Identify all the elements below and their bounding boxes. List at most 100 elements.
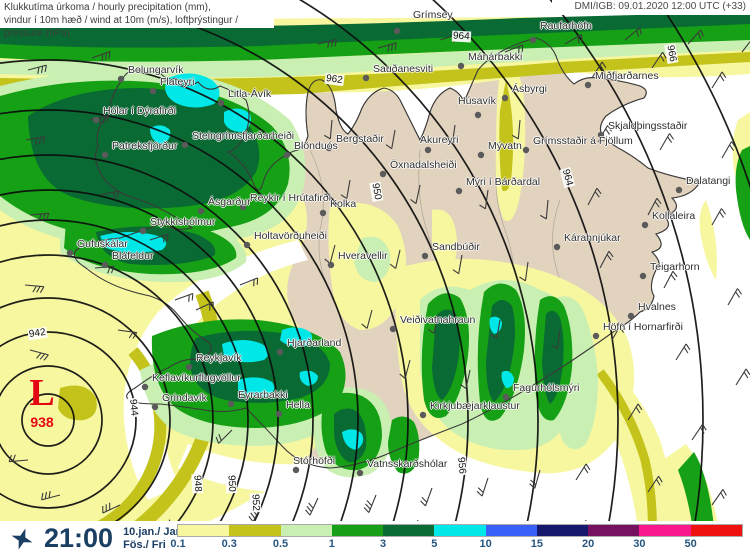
wind-barb [711,208,726,226]
station-dot [356,469,364,477]
wind-barb [29,212,50,221]
station-dot [421,252,429,260]
station-dot [319,209,327,217]
wind-barb [551,329,561,350]
legend-swatches: 0.1 0.3 0.5 1 3 5 10 15 20 30 50 [170,524,743,550]
wind-barb [24,284,45,293]
wind-barb [446,124,456,145]
wind-barb [735,368,750,386]
station-dot [92,116,100,124]
wind-barb [504,44,524,54]
wind-barb [27,64,47,74]
wind-barb [8,454,29,463]
wind-barb [340,179,351,200]
station-dot [675,186,683,194]
legend-threshold-label: 0.1 [170,538,186,550]
station-dot [529,36,537,44]
wind-barb [627,403,643,421]
wind-barb [25,136,46,145]
wind-barbs [8,27,750,539]
wind-barb [519,261,529,282]
station-dot [502,393,510,401]
wind-barb [540,199,549,220]
wind-barb [711,71,727,89]
wind-barb [89,114,109,124]
wind-barb [611,323,626,341]
station-dots [66,27,683,477]
date-line-2: Fös./ Fri [123,538,166,551]
station-dot [641,221,649,229]
map-title: Klukkutíma úrkoma / hourly precipitation… [0,0,274,39]
station-dot [327,261,335,269]
precipitation-layer [0,12,750,552]
legend-swatch: 0.1 [170,525,230,550]
valid-time: 21:00 [44,523,114,552]
wind-barb [564,34,583,45]
wind-barb [647,475,663,493]
station-dot [389,325,397,333]
station-dot [584,81,592,89]
legend-threshold-label: 10 [479,538,492,550]
station-dot [151,403,159,411]
wind-barb [41,491,61,501]
date-line-1: 10.jan./ Jan [123,525,183,538]
title-line-2: vindur í 10m hæð / wind at 10m (m/s), lo… [4,15,238,39]
wind-barb [647,197,662,216]
legend-swatch: 20 [582,525,640,550]
legend-threshold-label: 1 [328,538,335,550]
legend-threshold-label: 20 [582,538,595,550]
legend-swatch: 0.3 [222,525,281,550]
station-dot [275,410,283,418]
wind-barb [420,487,433,507]
low-pressure-marker: L 938 [22,372,62,430]
station-dot [217,99,225,107]
station-dot [227,400,235,408]
station-dot [283,151,291,159]
wind-barb [149,233,169,243]
station-dot [101,261,109,269]
station-dot [597,131,605,139]
legend-threshold-label: 3 [380,538,387,550]
wind-barb [361,309,373,329]
wind-barb [215,429,233,444]
wind-barb [317,38,337,49]
wind-barb [428,314,439,335]
station-dot [276,348,284,356]
wind-barb [385,129,396,150]
wind-barb [599,250,614,269]
wind-barb [117,329,138,339]
station-dot [185,363,193,371]
legend-swatch: 15 [531,525,589,550]
station-dot [455,187,463,195]
title-line-1: Klukkutíma úrkoma / hourly precipitation… [4,2,211,13]
station-dot [239,203,247,211]
station-dot [393,27,401,35]
wind-barb [663,270,678,289]
precipitation-legend: 0.1 0.3 0.5 1 3 5 10 15 20 30 50 [170,524,743,550]
station-dot [522,146,530,154]
low-pressure-value: 938 [30,414,54,430]
station-dot [197,207,205,215]
low-symbol: L [29,372,55,414]
wind-barb [575,463,591,481]
wind-barb [529,469,541,489]
footer-bar: 21:00 10.jan./ Jan Fös./ Fri 0.1 0.3 0.5 1 3… [0,521,750,552]
station-dot [243,241,251,249]
wind-barb [399,359,411,379]
station-dot [592,332,600,340]
station-dot [139,227,147,235]
wind-barb [741,40,750,53]
station-dot [101,151,109,159]
legend-swatch: 5 [431,525,486,550]
wind-barb [248,504,263,523]
wind-barb [479,189,489,210]
station-dot [362,74,370,82]
station-dot [141,383,149,391]
station-dot [639,272,647,280]
wind-barb [239,277,259,287]
wind-barb [305,497,319,516]
wind-barb [102,502,121,514]
legend-threshold-label: 50 [684,538,697,550]
station-dot [325,144,333,152]
